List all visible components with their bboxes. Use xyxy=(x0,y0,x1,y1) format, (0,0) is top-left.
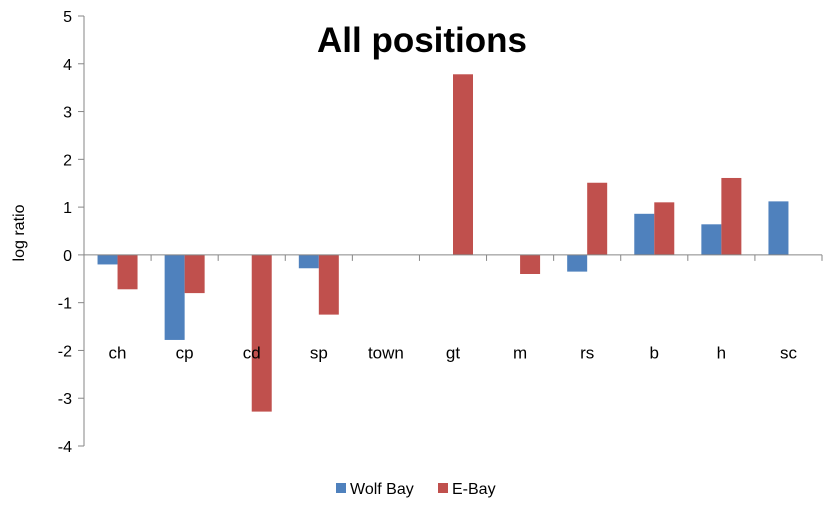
chart-title: All positions xyxy=(317,21,527,60)
y-axis-label: log ratio xyxy=(11,204,28,261)
x-tick-label: gt xyxy=(446,343,460,362)
y-tick-label: -2 xyxy=(58,343,72,360)
bar-wolf-bay-h xyxy=(701,224,722,255)
legend-entry: Wolf Bay xyxy=(350,481,414,498)
x-tick-label: h xyxy=(717,343,726,362)
x-tick-label: town xyxy=(368,343,404,362)
bar-e-bay-cp xyxy=(184,254,205,294)
bar-wolf-bay-sc xyxy=(768,201,789,255)
bar-e-bay-b xyxy=(654,202,675,255)
y-tick-label: -1 xyxy=(58,296,72,313)
x-tick-label: b xyxy=(650,343,659,362)
bar-wolf-bay-rs xyxy=(567,254,588,272)
bars xyxy=(97,74,789,412)
y-tick-label: 4 xyxy=(63,57,72,74)
x-tick-label: sc xyxy=(780,343,798,362)
x-tick-label: ch xyxy=(109,343,127,362)
bar-e-bay-rs xyxy=(587,182,608,255)
y-axis: -4 -3 -2 -1 0 1 2 3 4 5 xyxy=(58,9,85,456)
x-axis xyxy=(83,254,823,261)
bar-wolf-bay-ch xyxy=(97,254,118,265)
legend-swatch xyxy=(438,483,448,493)
y-tick-label: 3 xyxy=(63,105,72,122)
x-tick-label: cd xyxy=(243,343,261,362)
bar-wolf-bay-sp xyxy=(298,254,319,269)
y-tick-label: 2 xyxy=(63,152,72,169)
legend-entry: E-Bay xyxy=(452,481,496,498)
bar-e-bay-cd xyxy=(251,254,272,412)
y-tick-label: 1 xyxy=(63,200,72,217)
x-tick-label: cp xyxy=(176,343,194,362)
bar-wolf-bay-cp xyxy=(164,254,185,340)
bar-e-bay-sp xyxy=(318,254,339,315)
bar-e-bay-gt xyxy=(453,74,473,255)
bar-wolf-bay-b xyxy=(634,213,655,255)
bar-e-bay-m xyxy=(520,254,541,274)
y-tick-label: -3 xyxy=(58,391,72,408)
y-tick-label: -4 xyxy=(58,439,72,456)
category-labels: ch cp cd sp town gt m rs b h sc xyxy=(109,343,798,362)
bar-e-bay-h xyxy=(721,177,742,255)
x-tick-label: m xyxy=(513,343,527,362)
x-tick-label: rs xyxy=(580,343,594,362)
legend: Wolf Bay E-Bay xyxy=(336,481,496,498)
y-tick-label: 0 xyxy=(63,248,72,265)
y-tick-label: 5 xyxy=(63,9,72,26)
bar-e-bay-ch xyxy=(117,254,138,290)
x-tick-label: sp xyxy=(310,343,328,362)
legend-swatch xyxy=(336,483,346,493)
